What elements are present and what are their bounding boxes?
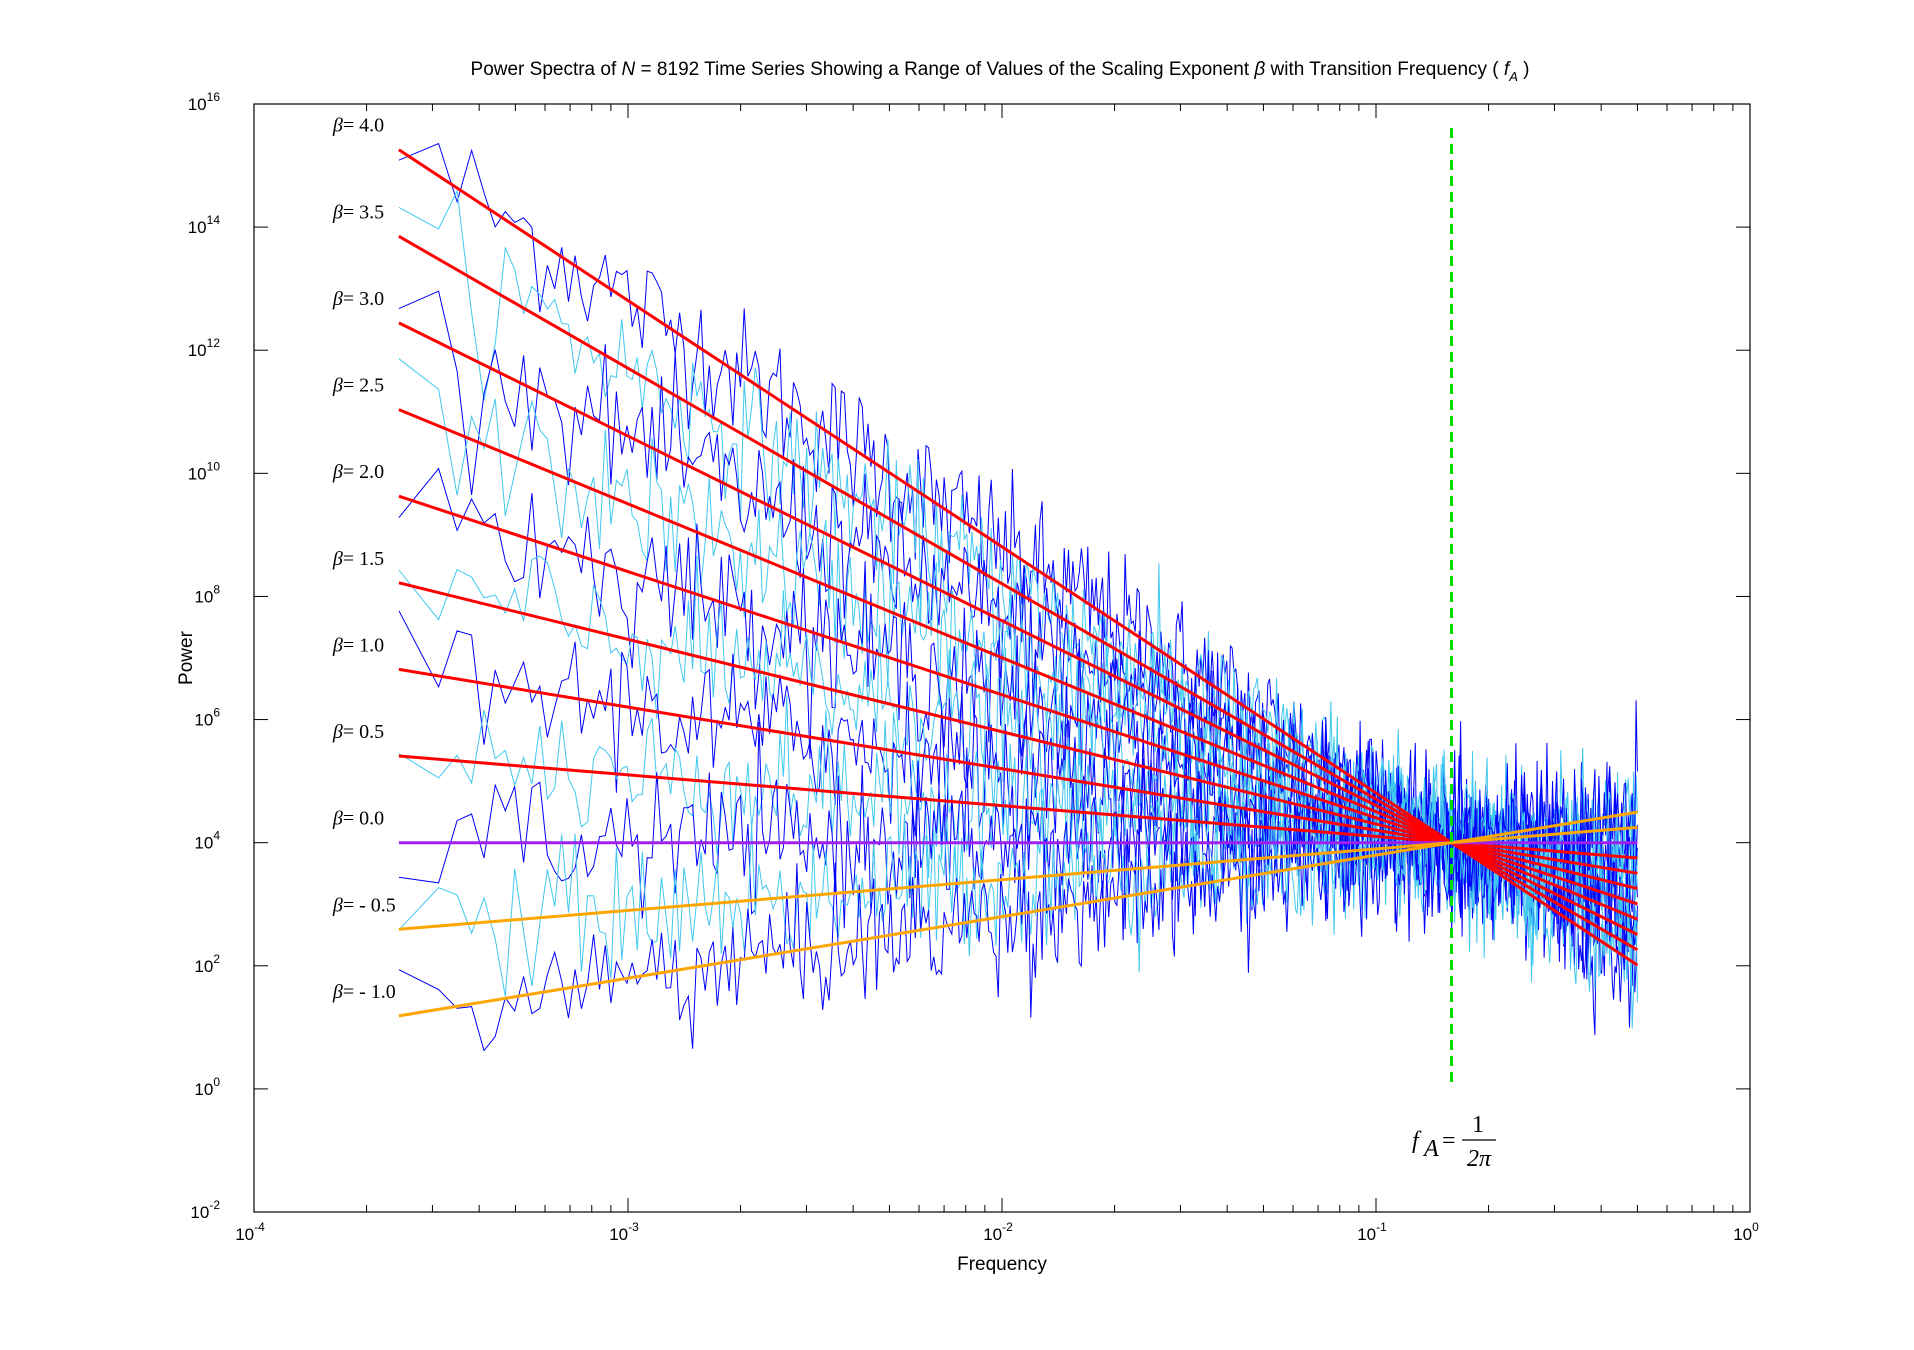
y-tick-label-0: 10-2 [190,1198,220,1222]
beta-label-4: β= 2.0 [332,461,384,483]
fit-line-beta-5 [398,581,1638,891]
title-suffix: with Transition Frequency ( [1265,59,1504,80]
beta-label-1: β= 3.5 [332,201,384,223]
fit-line-beta-4 [398,494,1638,906]
beta-label-5: β= 1.5 [332,548,384,570]
x-tick-label-3: 10-1 [1357,1220,1387,1244]
fit-lines [398,148,1639,1018]
beta-symbol: β [332,201,343,223]
beta-symbol: β [332,981,343,1003]
y-tick-label-1: 100 [194,1075,220,1099]
beta-label-3: β= 2.5 [332,375,384,397]
beta-symbol: β [332,894,343,916]
x-tick-label-4: 100 [1733,1220,1759,1244]
beta-symbol: β [332,461,343,483]
beta-label-7: β= 0.5 [332,721,384,743]
title-fa-symbol: f [1504,59,1511,80]
y-tick-label-2: 102 [194,952,220,976]
y-tick-label-6: 1010 [188,459,221,483]
fit-line-beta-1 [398,235,1639,952]
y-tick-label-8: 1014 [188,213,221,237]
plot-area: 10-4 10-3 10-2 10-1 100 10-2 100 102 104 106 108 10… [188,90,1759,1244]
fa-annotation-sub: A [1422,1136,1439,1162]
beta-label-9: β= - 0.5 [332,894,396,916]
beta-label-8: β= 0.0 [332,808,384,830]
fit-line-beta-9 [398,825,1638,931]
title-prefix: Power Spectra of [471,59,622,80]
beta-symbol: β [332,288,343,310]
spectrum-series-10 [398,700,1638,1052]
y-tick-label-3: 104 [194,829,220,853]
fit-line-beta-10 [398,810,1638,1018]
beta-value: = - 1.0 [343,981,396,1003]
beta-label-2: β= 3.0 [332,288,384,310]
chart-title: Power Spectra of N = 8192 Time Series Sh… [471,59,1530,84]
x-axis-label: Frequency [957,1254,1047,1275]
beta-value: = 1.5 [343,548,384,570]
x-tick-label-1: 10-3 [609,1220,639,1244]
fa-annotation: f A = 1 2π [1412,1112,1496,1172]
beta-label-10: β= - 1.0 [332,981,396,1003]
beta-symbol: β [332,548,343,570]
x-tick-label-0: 10-4 [235,1220,265,1244]
title-middle: = 8192 Time Series Showing a Range of Va… [635,59,1254,80]
y-axis-label: Power [176,630,197,685]
beta-value: = 0.0 [343,808,384,830]
fit-line-beta-3 [398,408,1638,921]
fa-annotation-numerator: 1 [1472,1112,1484,1138]
y-tick-label-9: 1016 [188,90,221,114]
beta-value: = 2.5 [343,375,384,397]
title-beta-symbol: β [1253,59,1265,80]
beta-value: = 1.0 [343,634,384,656]
axis-ticks: 10-4 10-3 10-2 10-1 100 10-2 100 102 104 106 108 10… [188,90,1759,1244]
beta-value: = 3.0 [343,288,384,310]
title-fa-subscript: A [1508,69,1518,84]
beta-symbol: β [332,115,343,137]
title-end: ) [1518,59,1530,80]
beta-value: = 4.0 [343,115,384,137]
fit-line-beta-7 [398,754,1638,860]
beta-label-6: β= 1.0 [332,634,384,656]
x-tick-label-2: 10-2 [983,1220,1013,1244]
fit-line-beta-2 [398,321,1639,936]
beta-label-0: β= 4.0 [332,115,384,137]
fa-annotation-denominator: 2π [1467,1146,1492,1172]
y-tick-label-4: 106 [194,706,220,730]
fa-annotation-eq: = [1442,1128,1456,1154]
beta-symbol: β [332,375,343,397]
title-n-symbol: N [622,59,636,80]
fa-annotation-f: f [1412,1128,1422,1154]
beta-symbol: β [332,808,343,830]
beta-value: = 3.5 [343,201,384,223]
beta-value: = 2.0 [343,461,384,483]
beta-value: = - 0.5 [343,894,396,916]
beta-symbol: β [332,634,343,656]
y-tick-label-5: 108 [194,582,220,606]
beta-value: = 0.5 [343,721,384,743]
fit-line-beta-6 [398,667,1638,875]
beta-symbol: β [332,721,343,743]
beta-labels: β= 4.0β= 3.5β= 3.0β= 2.5β= 2.0β= 1.5β= 1… [332,115,396,1003]
y-tick-label-7: 1012 [188,336,221,360]
